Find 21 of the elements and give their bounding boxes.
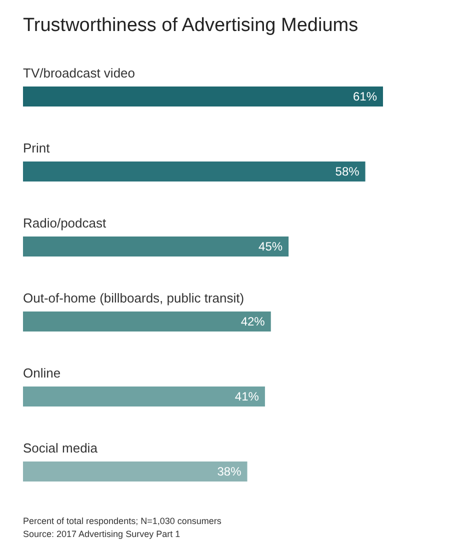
source-note: Source: 2017 Advertising Survey Part 1 <box>23 529 180 539</box>
data-label: 38% <box>217 464 242 478</box>
y-tick-label: TV/broadcast video <box>23 66 136 80</box>
chart-title: Trustworthiness of Advertising Mediums <box>23 15 358 36</box>
bar <box>23 236 289 256</box>
bar <box>23 162 366 182</box>
bar <box>23 86 383 106</box>
y-tick-label: Online <box>23 366 61 380</box>
data-label: 58% <box>335 164 360 178</box>
data-label: 42% <box>240 314 266 328</box>
y-tick-label: Print <box>23 140 50 156</box>
bar <box>23 386 265 406</box>
bar <box>23 312 271 332</box>
y-tick-label: Social media <box>23 440 98 456</box>
data-label: 45% <box>258 240 283 254</box>
text: Percent of total respondents; N=1,030 consumers <box>23 516 222 526</box>
bar <box>23 462 248 482</box>
y-tick-label: Out-of-home (billboards, public transit) <box>23 290 244 306</box>
data-label: 61% <box>352 90 378 104</box>
data-label: 41% <box>234 390 260 404</box>
y-tick-label: Radio/podcast <box>23 216 106 230</box>
